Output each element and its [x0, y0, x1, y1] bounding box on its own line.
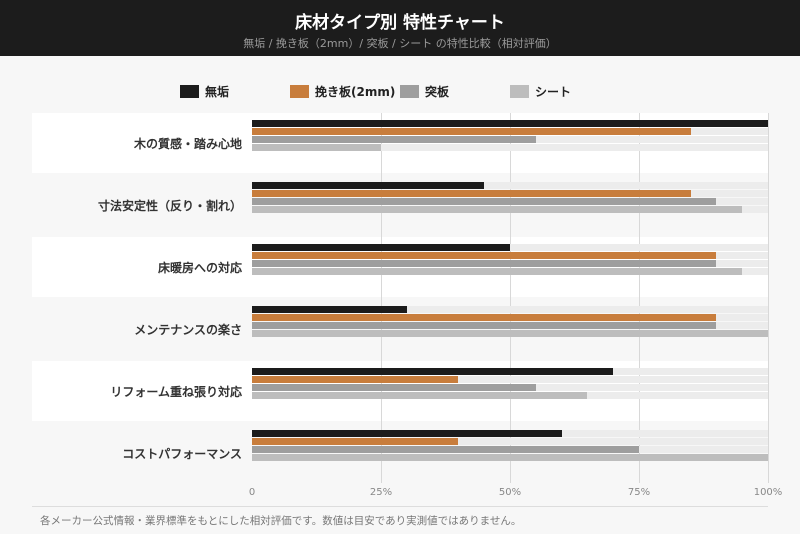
category-label: 木の質感・踏み心地 [133, 137, 242, 151]
legend-item: 無垢 [180, 83, 229, 100]
gridline [768, 113, 769, 483]
tick-label: 75% [627, 487, 651, 498]
legend-label: 挽き板(2mm) [315, 85, 396, 99]
bar-1-3 [252, 206, 743, 213]
category-label: 寸法安定性（反り・割れ） [97, 199, 242, 213]
tick-label: 100% [753, 487, 783, 498]
category-label: コストパフォーマンス [122, 447, 242, 461]
bar-3-2 [252, 322, 717, 329]
bar-1-1 [252, 190, 691, 197]
bar-track [252, 376, 768, 383]
bar-4-2 [252, 384, 536, 391]
bar-0-3 [252, 144, 381, 151]
tick-label: 25% [369, 487, 393, 498]
bar-5-1 [252, 438, 459, 445]
axis-line [32, 506, 768, 507]
legend-label: 無垢 [205, 85, 230, 99]
bar-2-0 [252, 244, 510, 251]
bar-1-0 [252, 182, 485, 189]
footnote: 各メーカー公式情報・業界標準をもとにした相対評価です。数値は目安であり実測値では… [40, 515, 522, 527]
category-label: 床暖房への対応 [157, 261, 242, 275]
bar-2-1 [252, 252, 717, 259]
tick-label: 0 [248, 487, 256, 498]
bar-4-1 [252, 376, 459, 383]
legend-label: シート [535, 85, 572, 99]
tick-label: 50% [498, 487, 522, 498]
category-label: リフォーム重ね張り対応 [110, 385, 242, 399]
page-title: 床材タイプ別 特性チャート [295, 13, 505, 33]
bar-5-2 [252, 446, 639, 453]
category-label: メンテナンスの楽さ [134, 323, 242, 337]
bar-5-0 [252, 430, 562, 437]
legend-swatch [290, 85, 309, 98]
gridline [381, 113, 382, 483]
bar-3-0 [252, 306, 407, 313]
bar-track [252, 306, 768, 313]
gridline [510, 113, 511, 483]
bar-0-2 [252, 136, 536, 143]
bar-4-3 [252, 392, 588, 399]
bar-2-3 [252, 268, 743, 275]
legend-item: シート [510, 83, 571, 100]
bar-1-2 [252, 198, 717, 205]
bar-3-1 [252, 314, 717, 321]
header: 床材タイプ別 特性チャート 無垢 / 挽き板（2mm）/ 突板 / シート の特… [0, 0, 800, 56]
bar-2-2 [252, 260, 717, 267]
gridline [639, 113, 640, 483]
bar-track [252, 244, 768, 251]
legend-swatch [180, 85, 199, 98]
bar-0-1 [252, 128, 691, 135]
bar-track [252, 438, 768, 445]
bar-3-3 [252, 330, 768, 337]
bar-track [252, 144, 768, 151]
legend-item: 突板 [400, 83, 449, 100]
bar-4-0 [252, 368, 614, 375]
bar-5-3 [252, 454, 768, 461]
legend-item: 挽き板(2mm) [290, 83, 395, 100]
legend-swatch [510, 85, 529, 98]
legend-label: 突板 [425, 85, 450, 99]
bar-track [252, 182, 768, 189]
page-subtitle: 無垢 / 挽き板（2mm）/ 突板 / シート の特性比較（相対評価） [243, 37, 557, 50]
legend-swatch [400, 85, 419, 98]
bar-0-0 [252, 120, 768, 127]
